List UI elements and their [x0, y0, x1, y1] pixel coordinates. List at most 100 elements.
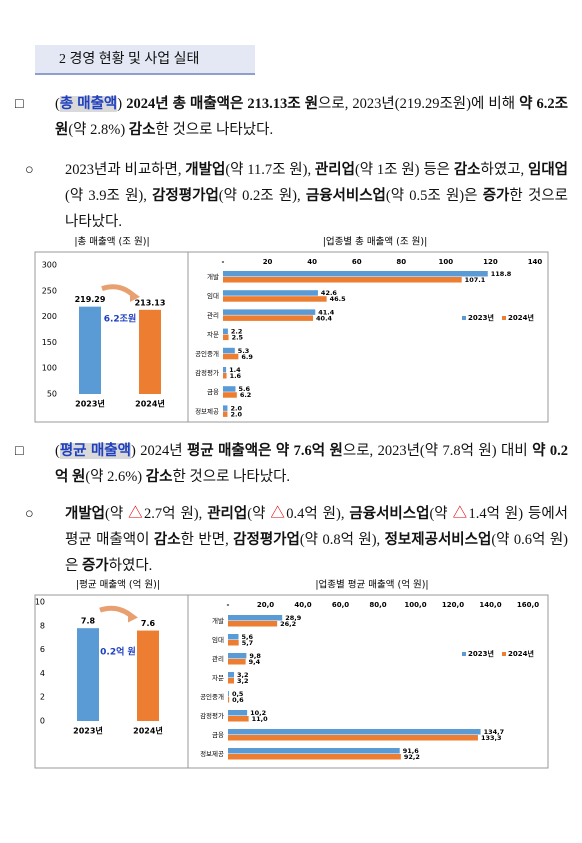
- text-run: 하였다.: [108, 558, 153, 574]
- x-tick-label: 20,0: [257, 601, 274, 609]
- bar: [223, 373, 227, 379]
- y-tick-label: 250: [42, 286, 57, 295]
- trend-arrow: [99, 605, 134, 619]
- value-label: 213.13: [135, 298, 166, 307]
- bar: [228, 716, 249, 722]
- text-run: 2.7억 원),: [144, 506, 208, 522]
- bar: [228, 735, 478, 741]
- text-run: (: [55, 443, 60, 459]
- text-run: ) 2024년: [130, 443, 187, 459]
- text-run: 2023년과 비교하면,: [65, 162, 186, 178]
- text-run: 1.4억 원) 등에서 평균 매출액이: [65, 506, 569, 548]
- value-label: 10,2: [250, 709, 266, 717]
- bar: [223, 367, 227, 373]
- bar: [223, 328, 228, 335]
- chart-box: [34, 594, 549, 769]
- text-run: (약 0.5조 원)은: [385, 188, 483, 204]
- value-label: 46.5: [330, 295, 347, 303]
- y-tick-label: 10: [35, 598, 45, 607]
- value-label: 5.6: [238, 385, 250, 393]
- x-tick-label: 140: [528, 258, 543, 266]
- legend-swatch: [502, 316, 506, 320]
- bold-text: 임대업: [527, 162, 569, 178]
- arrow-head: [130, 289, 140, 302]
- category-label: 관리: [212, 654, 224, 663]
- x-tick-label: 2024년: [133, 726, 163, 736]
- value-label: 118.8: [491, 270, 512, 278]
- x-tick-label: 80,0: [369, 601, 386, 609]
- legend-swatch: [462, 652, 466, 656]
- chart-title: |평균 매출액 (억 원)|: [76, 579, 160, 591]
- bold-text: 약 0.2억 원: [55, 443, 568, 485]
- bar: [223, 405, 228, 411]
- text-run: (약: [429, 506, 453, 522]
- bold-text: 금융서비스업: [349, 506, 430, 522]
- y-tick-label: 0: [40, 717, 45, 726]
- text-run: (약: [247, 506, 271, 522]
- y-tick-label: 300: [42, 261, 57, 270]
- text-run: (약 3.9조 원),: [65, 188, 153, 204]
- text-run: (: [55, 96, 60, 112]
- category-label: 감정평가: [195, 368, 219, 377]
- value-label: 2.5: [232, 334, 244, 342]
- bar: [228, 729, 481, 735]
- legend-label: 2023년: [468, 313, 494, 322]
- y-tick-label: 6: [40, 645, 45, 654]
- bold-text: 금융서비스업: [305, 188, 386, 204]
- bold-text: 증가: [81, 558, 109, 574]
- bar: [228, 672, 234, 678]
- category-label: 개발: [207, 272, 219, 281]
- paragraph: □ (평균 매출액) 2024년 평균 매출액은 약 7.6억 원으로, 2023…: [15, 438, 568, 490]
- bar: [223, 392, 237, 398]
- paragraph: ○ 개발업(약 △2.7억 원), 관리업(약 △0.4억 원), 금융서비스업(…: [25, 501, 569, 579]
- bar: [228, 748, 400, 754]
- bar: [223, 347, 235, 354]
- bullet: □: [15, 96, 24, 112]
- x-tick-label: 160,0: [517, 601, 539, 609]
- text-run: 한 것으로 나타났다.: [155, 122, 274, 138]
- colored-symbol: △: [128, 506, 145, 522]
- text-run: (약 1조 원) 등은: [354, 162, 454, 178]
- bold-text: 감정평가업: [152, 188, 219, 204]
- bold-text: 평균 매출액은 약 7.6억 원: [186, 443, 343, 459]
- value-label: 107.1: [465, 276, 486, 284]
- bar: [228, 678, 234, 684]
- bar: [223, 309, 316, 315]
- bold-text: 2024년 총 매출액은 213.13조 원: [126, 96, 319, 112]
- y-tick-label: 50: [47, 390, 57, 399]
- bar: [228, 621, 278, 627]
- text-run: (약 0.6억 원)은: [65, 532, 568, 574]
- bar: [139, 309, 161, 394]
- x-tick-label: 20: [263, 258, 273, 266]
- bar: [77, 628, 99, 721]
- annotation: 0.2억 원: [100, 645, 136, 657]
- bar: [228, 691, 229, 697]
- text-run: 한 것으로 나타났다.: [65, 188, 568, 230]
- y-tick-label: 8: [40, 621, 45, 630]
- x-tick-label: 2023년: [75, 399, 105, 409]
- value-label: 3,2: [237, 677, 249, 685]
- chart-title: |업종별 평균 매출액 (억 원)|: [315, 579, 428, 591]
- value-label: 3,2: [237, 671, 249, 679]
- bar: [228, 659, 246, 665]
- bar: [223, 411, 228, 417]
- y-tick-label: 150: [42, 338, 57, 347]
- category-label: 감정평가: [200, 711, 224, 720]
- bold-text: 정보제공서비스업: [384, 532, 492, 548]
- bar: [228, 710, 248, 716]
- bold-text: 감소: [145, 469, 173, 485]
- text-run: 0.4억 원),: [286, 506, 350, 522]
- value-label: 26,2: [280, 620, 296, 628]
- value-label: 5.3: [238, 347, 250, 355]
- bold-text: 개발업: [65, 506, 106, 522]
- bold-text: 개발업: [185, 162, 226, 178]
- bar: [223, 315, 314, 321]
- section-title: 2 경영 현황 및 사업 실태: [35, 45, 255, 75]
- trend-arrow: [101, 284, 136, 298]
- value-label: 42.6: [321, 289, 338, 297]
- text-run: (약 0.2조 원),: [218, 188, 306, 204]
- text-run: 한 반면,: [180, 532, 234, 548]
- legend-label: 2023년: [468, 649, 494, 658]
- value-label: 41.4: [318, 308, 335, 316]
- category-label: 자문: [207, 330, 219, 339]
